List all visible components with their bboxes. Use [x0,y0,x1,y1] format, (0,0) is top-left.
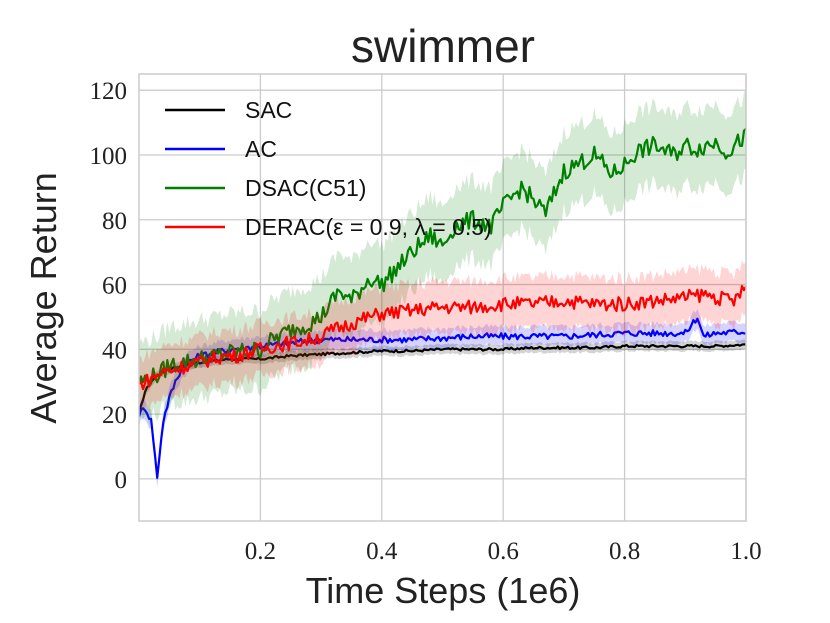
y-tick-label: 100 [90,143,128,170]
series-band [139,260,746,416]
legend-entry: DSAC(C51) [245,175,366,201]
x-axis-label: Time Steps (1e6) [306,570,581,611]
y-tick-label: 80 [102,208,127,235]
legend-entry: AC [245,136,277,162]
series-line [139,128,746,388]
series-line [139,343,746,414]
x-tick-label: 0.6 [488,538,519,565]
y-tick-label: 20 [102,402,127,429]
y-tick-label: 40 [102,337,127,364]
series-line [139,285,746,391]
legend: SAC AC DSAC(C51) DERAC(ε = 0.9, λ = 0.5) [165,97,492,240]
chart-title: swimmer [351,20,535,72]
x-tick-label: 0.4 [366,538,398,565]
y-axis-label: Average Return [23,172,64,424]
plot-frame [138,73,747,522]
y-tick-label: 0 [115,467,128,494]
plot-area: 0.2 0.4 0.6 0.8 1.0 0 20 40 60 80 100 120 [90,73,762,565]
y-tick-label: 60 [102,273,127,300]
series-band [139,309,746,488]
series-group [139,90,746,488]
y-tick-label: 120 [90,78,128,105]
x-tick-label: 0.2 [245,538,276,565]
legend-entry: SAC [245,97,292,123]
series-band [139,339,746,418]
x-tick-label: 0.8 [609,538,640,565]
x-tick-label: 1.0 [730,538,761,565]
legend-entry: DERAC(ε = 0.9, λ = 0.5) [245,214,492,240]
